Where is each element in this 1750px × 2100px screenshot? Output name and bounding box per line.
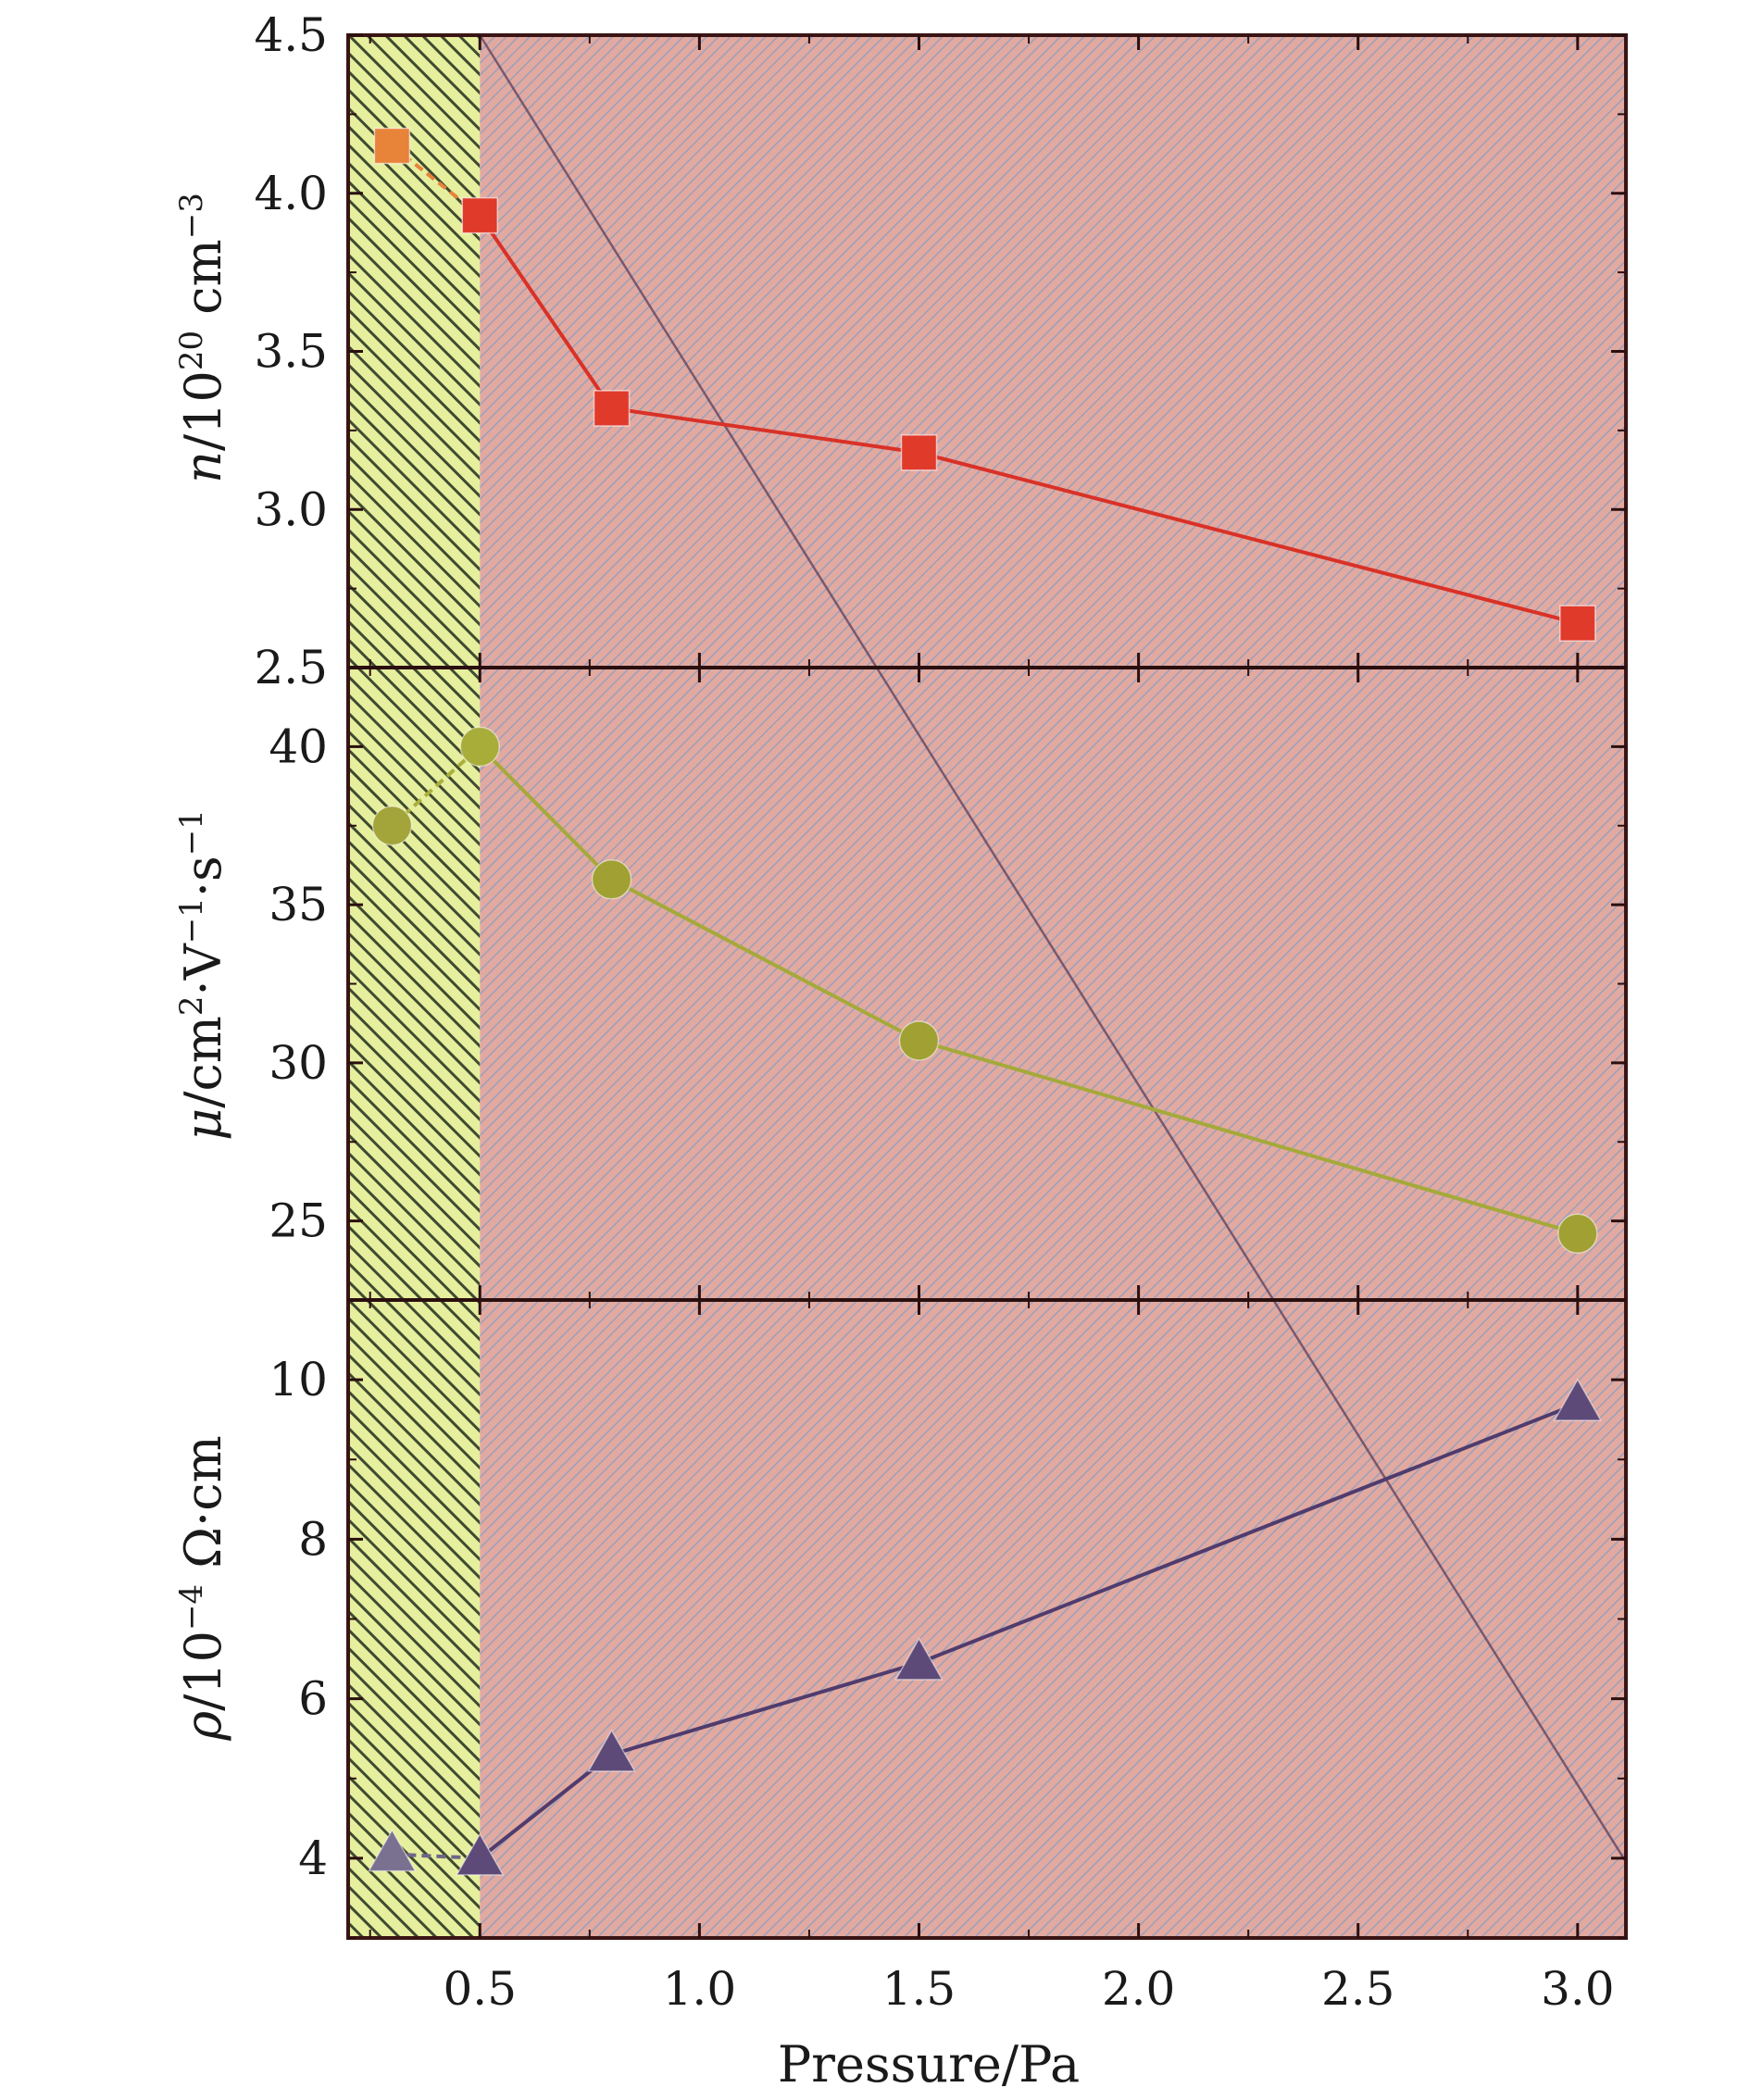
- data-point-circle: [591, 859, 632, 900]
- y-tick-label: 25: [269, 1194, 328, 1248]
- data-point-square: [593, 390, 631, 427]
- data-point-circle: [371, 806, 413, 846]
- data-point-square: [373, 127, 411, 165]
- series-line-segment: [478, 214, 614, 410]
- data-point-triangle: [587, 1729, 636, 1772]
- y-tick-label: 40: [269, 719, 328, 773]
- data-point-circle: [459, 726, 501, 768]
- data-point-triangle: [894, 1637, 944, 1681]
- series-line-segment: [478, 744, 613, 881]
- series-line-segment: [918, 450, 1579, 626]
- x-tick-label: 3.0: [1541, 1962, 1615, 2016]
- series-line-segment: [918, 1402, 1579, 1665]
- series-layer: [368, 127, 1603, 1876]
- y-tick-label: 8: [298, 1512, 328, 1566]
- shaded-region-high-pressure: [480, 35, 1626, 1938]
- tick-labels: 2.5 3.0 3.5 4.0 4.5 25 30 35 40 4 6 8 10 0.5 1.0 1.5 2.0…: [254, 8, 1614, 2016]
- y-tick-label: 10: [269, 1353, 328, 1406]
- x-tick-label: 2.5: [1321, 1962, 1395, 2016]
- shaded-region-low-pressure: [348, 35, 481, 1938]
- data-point-triangle: [1553, 1378, 1603, 1421]
- y-axis-title-rho: ρ/10−4 Ω·cm: [173, 1435, 232, 1741]
- data-point-triangle: [455, 1832, 505, 1876]
- y-tick-label: 4: [298, 1831, 328, 1885]
- y-tick-label: 4.5: [254, 8, 328, 62]
- y-axis-title-n: n/1020 cm−3: [173, 193, 232, 483]
- y-tick-label: 3.0: [254, 482, 328, 536]
- x-tick-label: 0.5: [444, 1962, 518, 2016]
- y-axis-title-mu: μ/cm2·V−1·s−1: [173, 809, 232, 1141]
- y-tick-label: 35: [269, 878, 328, 931]
- data-point-square: [900, 434, 938, 471]
- series-line-segment: [918, 1039, 1579, 1236]
- series-line-segment: [610, 1660, 920, 1756]
- plot-border: [346, 33, 1628, 1940]
- y-tick-label: 3.5: [254, 325, 328, 379]
- x-tick-label: 1.5: [882, 1962, 956, 2016]
- data-point-circle: [898, 1020, 940, 1061]
- tick-marks: [348, 33, 1626, 1939]
- x-axis-title: Pressure/Pa: [778, 2035, 1080, 2094]
- y-tick-label: 6: [298, 1672, 328, 1726]
- plot-frame: [346, 33, 1628, 1940]
- y-tick-label: 30: [269, 1036, 328, 1090]
- y-tick-label: 4.0: [254, 167, 328, 220]
- x-tick-label: 2.0: [1102, 1962, 1176, 2016]
- data-point-triangle: [368, 1829, 417, 1872]
- x-tick-label: 1.0: [663, 1962, 737, 2016]
- y-tick-label: 2.5: [254, 641, 328, 694]
- data-point-square: [1559, 605, 1596, 642]
- shaded-regions: [348, 35, 1626, 1938]
- diagonal-decor-line: [479, 34, 1628, 1863]
- series-line-segment: [611, 406, 919, 455]
- data-point-circle: [1557, 1213, 1598, 1255]
- series-line-segment: [610, 878, 920, 1043]
- data-point-square: [461, 196, 499, 234]
